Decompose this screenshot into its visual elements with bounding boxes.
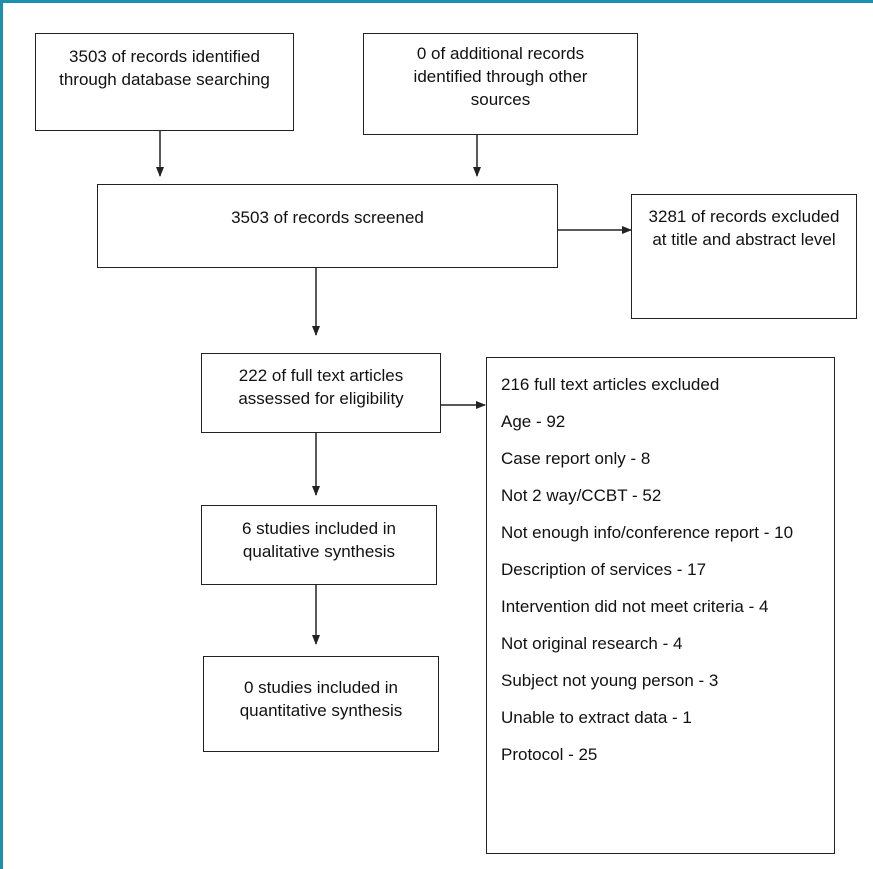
screened-text: 3503 of records screened	[231, 208, 424, 227]
other-sources-text: 0 of additional records identified throu…	[413, 44, 588, 109]
quantitative-text: 0 studies included in quantitative synth…	[239, 678, 403, 720]
exclusion-item: Intervention did not meet criteria - 4	[501, 597, 769, 616]
other-sources-box: 0 of additional records identified throu…	[363, 33, 638, 135]
exclusion-item: Description of services - 17	[501, 560, 707, 579]
full-text-exclusions-box: 216 full text articles excluded Age - 92…	[486, 357, 835, 854]
excluded-title-abstract-text: 3281 of records excluded at title and ab…	[648, 207, 840, 249]
exclusion-item: Unable to extract data - 1	[501, 708, 692, 727]
full-text-text: 222 of full text articles assessed for e…	[238, 366, 404, 408]
exclusion-item: Protocol - 25	[501, 745, 598, 764]
frame-top-border	[0, 0, 873, 3]
exclusions-header: 216 full text articles excluded	[501, 375, 720, 394]
exclusion-item: Case report only - 8	[501, 449, 651, 468]
full-text-box: 222 of full text articles assessed for e…	[201, 353, 441, 433]
excluded-title-abstract-box: 3281 of records excluded at title and ab…	[631, 194, 857, 319]
exclusion-item: Not original research - 4	[501, 634, 683, 653]
database-records-box: 3503 of records identified through datab…	[35, 33, 294, 131]
exclusion-item: Not enough info/conference report - 10	[501, 523, 794, 542]
exclusion-item: Subject not young person - 3	[501, 671, 719, 690]
exclusion-item: Not 2 way/CCBT - 52	[501, 486, 662, 505]
exclusion-item: Age - 92	[501, 412, 566, 431]
qualitative-box: 6 studies included in qualitative synthe…	[201, 505, 437, 585]
screened-box: 3503 of records screened	[97, 184, 558, 268]
database-records-text: 3503 of records identified through datab…	[59, 47, 270, 89]
qualitative-text: 6 studies included in qualitative synthe…	[241, 519, 397, 561]
quantitative-box: 0 studies included in quantitative synth…	[203, 656, 439, 752]
frame-left-border	[0, 0, 3, 869]
